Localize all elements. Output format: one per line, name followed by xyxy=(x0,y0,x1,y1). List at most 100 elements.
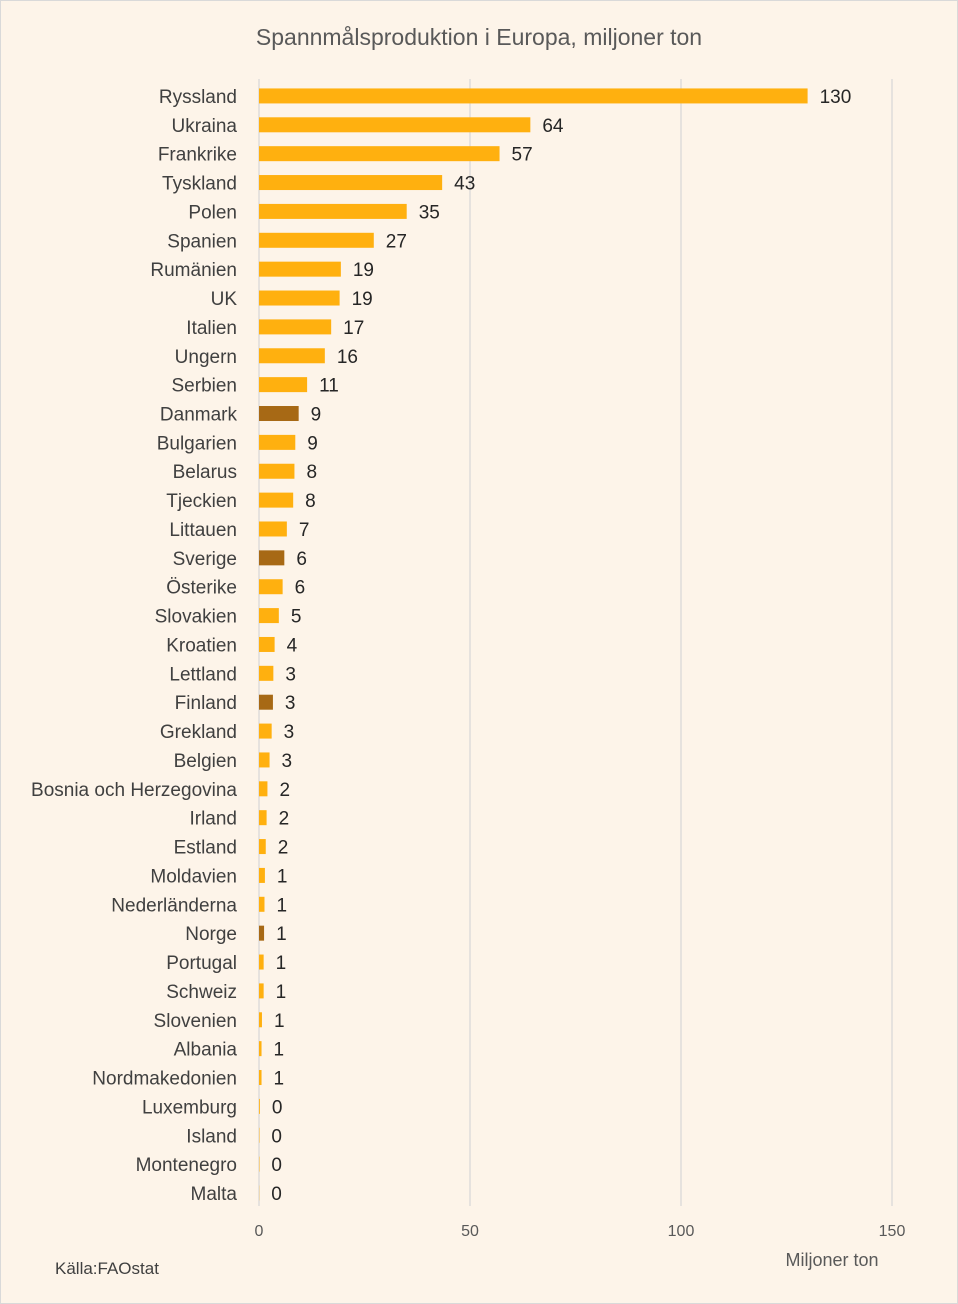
data-label: 2 xyxy=(279,809,290,830)
category-label: Danmark xyxy=(160,405,238,426)
bar xyxy=(259,781,268,797)
bar xyxy=(259,954,264,970)
category-label: Malta xyxy=(191,1184,238,1205)
bar xyxy=(259,290,340,306)
data-label: 6 xyxy=(296,549,307,570)
data-label: 4 xyxy=(287,635,298,656)
category-label: Slovakien xyxy=(155,607,237,628)
category-label: Spanien xyxy=(167,231,237,252)
data-label: 16 xyxy=(337,347,358,368)
category-label: Montenegro xyxy=(136,1155,237,1176)
category-label: Polen xyxy=(188,202,237,223)
bar xyxy=(259,463,295,479)
category-label: Grekland xyxy=(160,722,237,743)
category-label: Irland xyxy=(189,809,237,830)
category-label: Littauen xyxy=(169,520,237,541)
data-label: 1 xyxy=(274,1040,285,1061)
category-label: Estland xyxy=(174,838,237,859)
category-label: Moldavien xyxy=(150,866,237,887)
category-label: Slovenien xyxy=(154,1011,237,1032)
data-label: 1 xyxy=(276,924,287,945)
data-label: 3 xyxy=(285,693,296,714)
data-label: 1 xyxy=(276,895,287,916)
data-label: 5 xyxy=(291,607,302,628)
category-label: Belgien xyxy=(174,751,237,772)
data-label: 11 xyxy=(319,376,339,397)
source-note: Källa:FAOstat xyxy=(55,1259,159,1278)
data-label: 1 xyxy=(277,866,288,887)
category-label: Lettland xyxy=(169,664,237,685)
category-label: UK xyxy=(211,289,238,310)
category-label: Nederländerna xyxy=(111,895,237,916)
bar xyxy=(259,810,267,826)
category-label: Portugal xyxy=(166,953,237,974)
data-label: 0 xyxy=(272,1097,283,1118)
bar xyxy=(259,377,308,393)
bar xyxy=(259,579,283,595)
bars xyxy=(259,88,808,1201)
category-label: Nordmakedonien xyxy=(92,1069,237,1090)
chart-title: Spannmålsproduktion i Europa, miljoner t… xyxy=(256,24,702,50)
x-axis-title: Miljoner ton xyxy=(785,1250,878,1270)
bar xyxy=(259,608,279,624)
data-label: 9 xyxy=(307,433,318,454)
category-label: Italien xyxy=(186,318,237,339)
bar xyxy=(259,665,274,681)
data-label: 130 xyxy=(820,87,852,108)
x-tick-label: 150 xyxy=(879,1223,906,1240)
data-label: 27 xyxy=(386,231,407,252)
data-label: 43 xyxy=(454,174,475,195)
bar xyxy=(259,896,265,912)
data-label: 1 xyxy=(274,1011,285,1032)
bar xyxy=(259,232,374,248)
bar xyxy=(259,867,265,883)
data-label: 17 xyxy=(343,318,364,339)
category-label: Ukraina xyxy=(172,116,238,137)
data-label: 8 xyxy=(305,491,316,512)
data-label: 35 xyxy=(419,202,440,223)
bar xyxy=(259,752,270,768)
category-label: Ungern xyxy=(175,347,237,368)
data-label: 1 xyxy=(276,982,287,1003)
data-label: 1 xyxy=(274,1069,285,1090)
x-tick-label: 0 xyxy=(255,1223,264,1240)
bar xyxy=(259,550,285,566)
bar xyxy=(259,319,332,335)
category-label: Luxemburg xyxy=(142,1097,237,1118)
bar xyxy=(259,521,287,537)
bar xyxy=(259,146,500,162)
data-label: 64 xyxy=(542,116,564,137)
category-label: Ryssland xyxy=(159,87,237,108)
data-label: 6 xyxy=(295,578,306,599)
category-label: Schweiz xyxy=(166,982,237,1003)
data-label: 0 xyxy=(271,1155,282,1176)
category-label: Bosnia och Herzegovina xyxy=(31,780,237,801)
category-labels: Ryssland Ukraina Frankrike Tyskland Polen Spa… xyxy=(31,87,237,1205)
x-axis-ticks: 0 50 100 150 xyxy=(255,1223,906,1240)
category-label: Kroatien xyxy=(166,635,237,656)
bar xyxy=(259,1041,262,1057)
bar xyxy=(259,348,325,364)
bar xyxy=(259,88,808,104)
bar xyxy=(259,261,341,277)
bar xyxy=(259,1070,262,1086)
bar xyxy=(259,983,264,999)
bar xyxy=(259,1098,260,1114)
bar xyxy=(259,694,273,710)
data-label: 3 xyxy=(284,722,295,743)
category-label: Island xyxy=(186,1126,237,1147)
category-label: Norge xyxy=(185,924,237,945)
bar xyxy=(259,723,272,739)
category-label: Sverige xyxy=(173,549,237,570)
category-label: Frankrike xyxy=(158,145,237,166)
category-label: Tjeckien xyxy=(166,491,237,512)
bar xyxy=(259,434,296,450)
gridlines xyxy=(258,79,893,1206)
data-label: 3 xyxy=(285,664,296,685)
bar xyxy=(259,175,443,191)
data-label: 2 xyxy=(278,838,289,859)
category-label: Albania xyxy=(174,1040,238,1061)
bar xyxy=(259,839,266,855)
